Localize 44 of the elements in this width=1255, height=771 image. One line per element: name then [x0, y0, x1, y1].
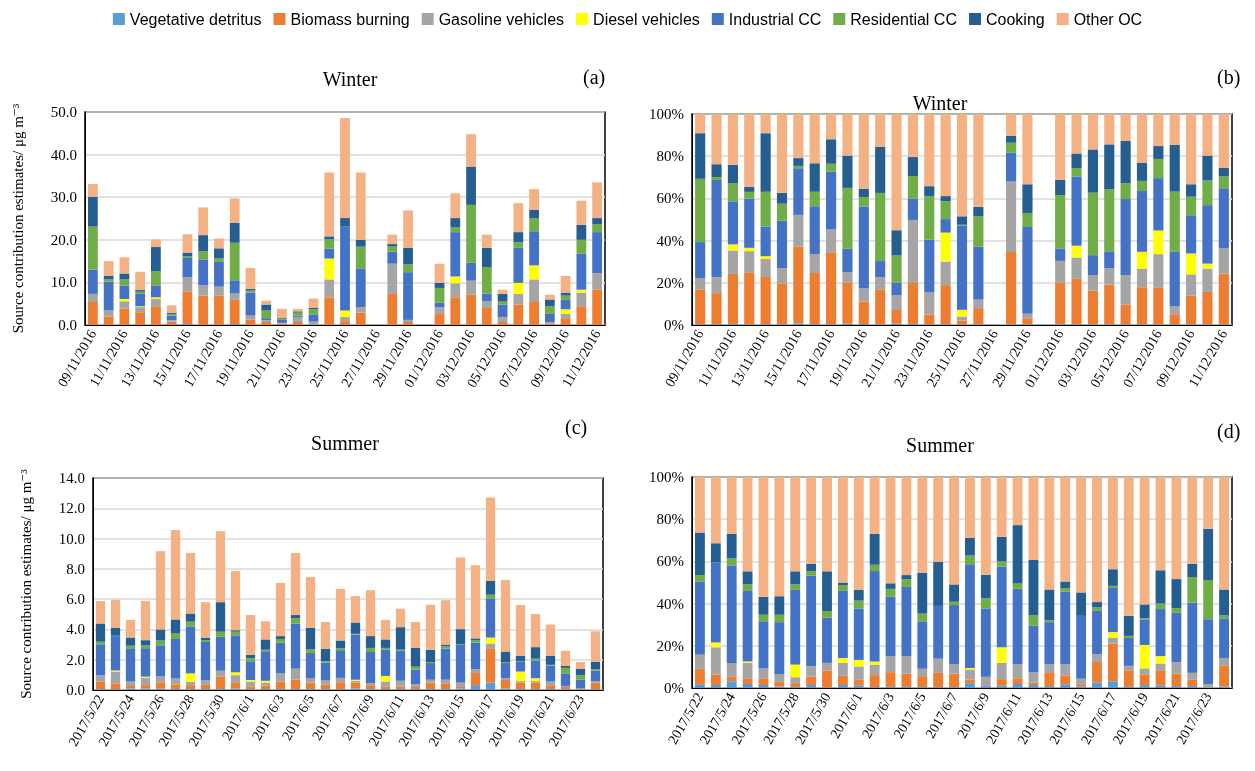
y-tick-label: 12.0 [58, 500, 85, 517]
y-tick-label: 50.0 [50, 104, 77, 120]
text: (c) [565, 416, 588, 439]
y-tick-label: 80% [656, 148, 684, 165]
text: (d) [1217, 420, 1241, 443]
y-tick-label: 0.0 [58, 317, 77, 333]
y-tick-label: 100% [649, 469, 684, 485]
text: (a) [583, 66, 606, 89]
chart-title: Winter [912, 92, 968, 114]
legend-label: Diesel vehicles [593, 10, 700, 28]
chart-title: Summer [906, 434, 975, 456]
y-axis-title: Source contribution estimates/ μg m⁻³ [9, 103, 26, 334]
legend-label: Residential CC [850, 10, 957, 28]
y-tick-label: 100% [649, 106, 684, 122]
y-tick-label: 60% [656, 553, 684, 570]
y-tick-label: 2.0 [66, 651, 85, 668]
y-tick-label: 20% [656, 274, 684, 291]
legend-label: Biomass burning [290, 10, 410, 28]
chart-title: Summer [311, 432, 380, 454]
y-tick-label: 40% [656, 232, 684, 249]
y-tick-label: 14.0 [58, 470, 85, 486]
y-tick-label: 20% [656, 637, 684, 654]
y-axis-title: Source contribution estimates/ μg m⁻³ [17, 468, 34, 699]
y-tick-label: 4.0 [66, 621, 85, 638]
y-tick-label: 20.0 [50, 231, 77, 248]
chart-title: Winter [322, 68, 378, 90]
y-tick-label: 8.0 [66, 560, 85, 577]
legend-label: Other OC [1073, 10, 1143, 28]
y-tick-label: 40% [656, 595, 684, 612]
y-tick-label: 10.0 [50, 274, 77, 291]
y-tick-label: 80% [656, 511, 684, 528]
y-tick-label: 0.0 [66, 682, 85, 698]
y-tick-label: 0% [664, 317, 684, 333]
y-tick-label: 30.0 [50, 189, 77, 206]
y-tick-label: 10.0 [58, 530, 85, 547]
y-tick-label: 40.0 [50, 146, 77, 163]
legend-label: Gasoline vehicles [438, 10, 565, 28]
text: (b) [1217, 66, 1241, 89]
legend-label: Cooking [985, 10, 1045, 28]
y-tick-label: 60% [656, 190, 684, 207]
y-tick-label: 0% [664, 680, 684, 696]
y-tick-label: 6.0 [66, 591, 85, 608]
legend-label: Vegetative detritus [129, 10, 262, 28]
legend-label: Industrial CC [728, 10, 822, 28]
